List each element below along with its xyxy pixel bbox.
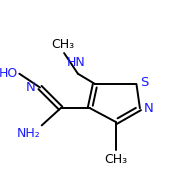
Text: HO: HO: [0, 67, 18, 80]
Text: N: N: [26, 81, 36, 94]
Text: NH₂: NH₂: [16, 127, 40, 140]
Text: CH₃: CH₃: [51, 38, 74, 51]
Text: HN: HN: [67, 56, 85, 69]
Text: S: S: [140, 76, 148, 89]
Text: CH₃: CH₃: [104, 153, 127, 166]
Text: N: N: [144, 102, 154, 115]
